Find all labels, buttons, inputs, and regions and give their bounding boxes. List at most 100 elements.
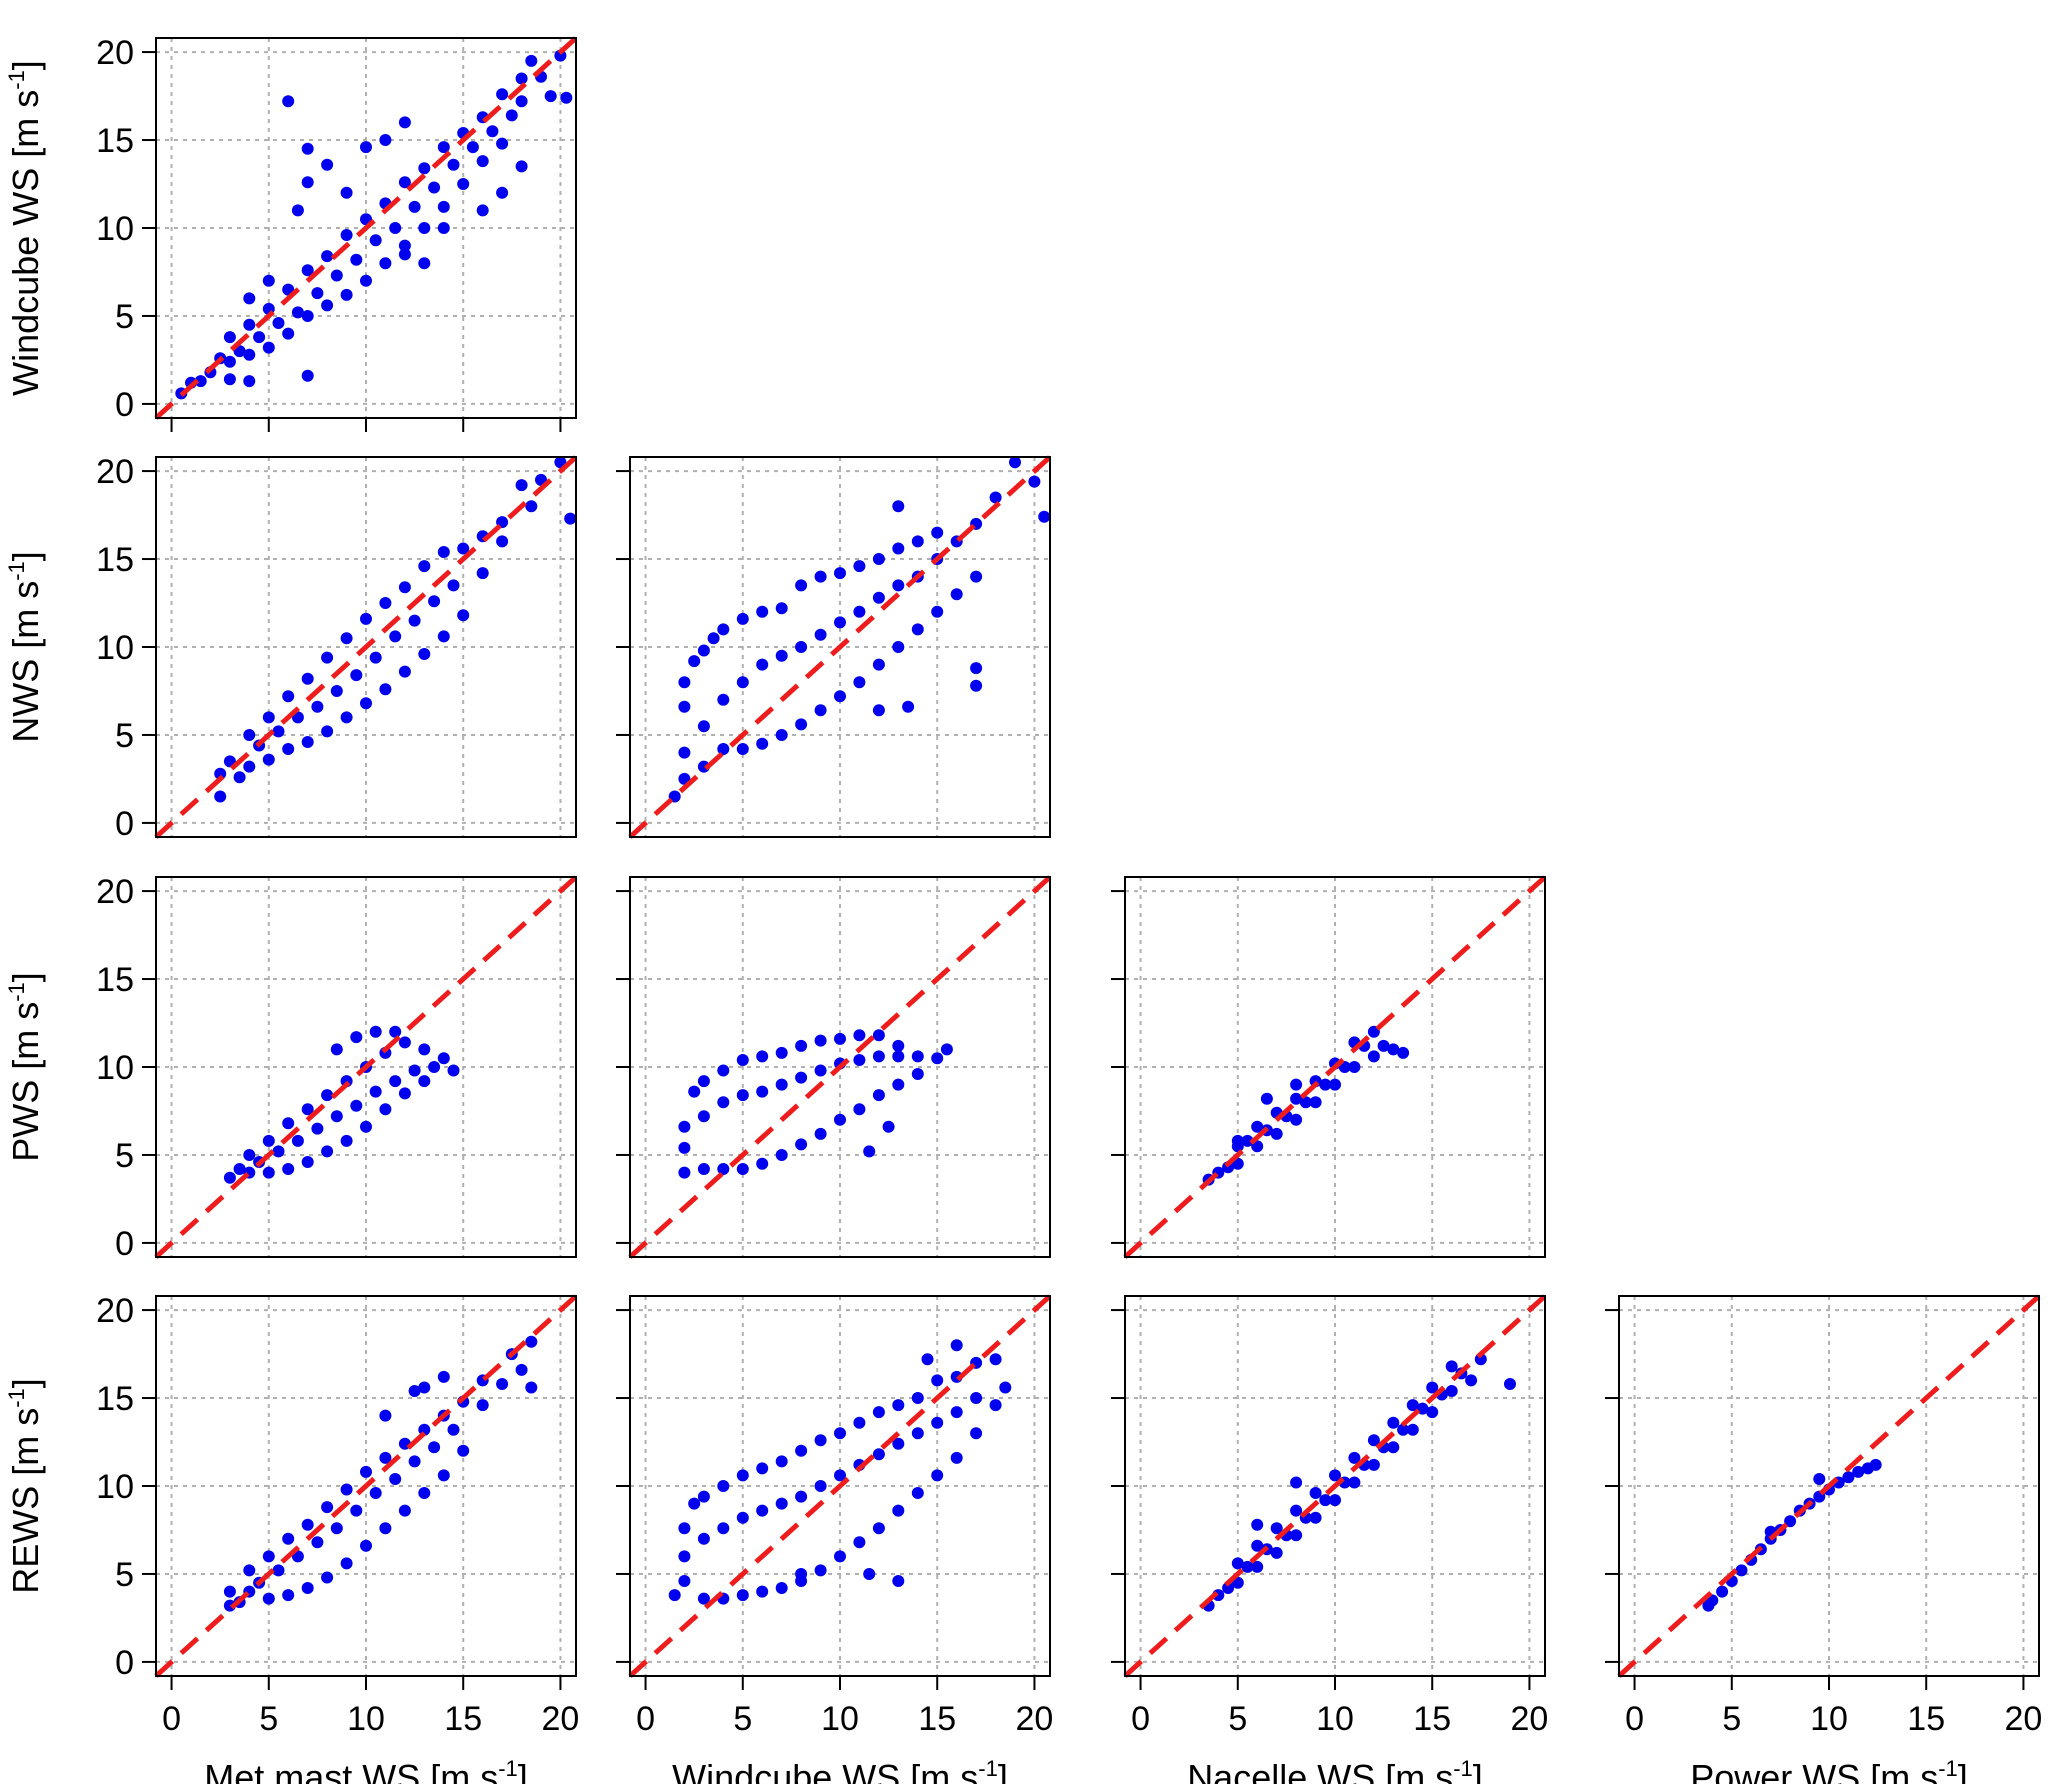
panel-pws-vs-mast [154,875,578,1259]
data-point [262,1592,275,1605]
data-point [291,204,304,217]
data-point [243,292,256,305]
data-point [214,767,227,780]
data-point [736,1469,749,1482]
x-axis-title: Windcube WS [m s-1] [672,1756,1008,1784]
data-point [814,1434,827,1447]
data-point [1241,1560,1254,1573]
data-point [1377,1039,1390,1052]
data-point [437,630,450,643]
data-point [707,632,720,645]
data-point [1290,1113,1303,1126]
data-point [1319,1078,1332,1091]
data-point [697,720,710,733]
data-point [853,1103,866,1116]
data-point [428,181,441,194]
data-point [756,605,769,618]
y-axis-title: PWS [m s-1] [4,972,46,1162]
data-point [476,567,489,580]
data-point [253,331,266,344]
data-point [398,116,411,129]
x-tick-label: 10 [1810,1700,1848,1738]
data-point [853,676,866,689]
data-point [1842,1471,1855,1484]
x-tick-label: 5 [259,1700,278,1738]
data-point [911,1068,924,1080]
x-axis-nacelle: 0 5 10 15 20 Nacelle WS [m s-1] [1131,1676,1548,1784]
data-point [795,1444,808,1457]
data-point [1329,1494,1341,1507]
data-point [931,1052,944,1065]
data-point [1309,1487,1322,1499]
data-point [1348,1476,1361,1489]
data-point [330,1522,343,1535]
data-point [496,88,509,101]
data-point [795,1490,808,1503]
data-point [736,1163,749,1175]
data-point [350,253,363,266]
y-tick-label: 0 [115,805,134,843]
data-point [911,1392,924,1404]
data-point [476,1399,489,1412]
data-point [1397,1046,1410,1059]
data-point [892,542,905,555]
data-point [418,222,431,234]
data-point [437,222,450,234]
data-point [853,1536,866,1549]
panel-rews-vs-windcube [628,1294,1052,1678]
data-point [1445,1385,1458,1397]
data-point [736,1054,749,1066]
data-point [525,1381,538,1394]
data-point [814,704,827,717]
data-point [1367,1025,1380,1038]
data-point [418,1075,431,1088]
data-point [457,178,470,190]
data-point [408,200,421,213]
x-tick-label: 5 [1228,1700,1247,1738]
data-point [872,1406,885,1419]
data-point [1387,1043,1400,1056]
data-point [398,665,411,678]
data-point [717,1064,730,1077]
data-point [736,676,749,689]
data-point [311,700,324,713]
y-axis-nws: 0 5 10 15 20 NWS [m s-1] [4,453,156,843]
data-point [379,1103,392,1116]
data-point [301,369,314,382]
data-point [872,553,885,565]
data-point [223,373,236,386]
data-point [515,160,528,173]
data-point [1397,1423,1410,1436]
data-point [243,318,256,331]
data-point [814,1064,827,1077]
x-tick-label: 15 [1907,1700,1945,1738]
one-to-one-line [154,1294,578,1678]
data-point [1504,1378,1516,1390]
data-point [496,137,509,150]
data-point [262,274,275,287]
data-point [369,234,382,247]
data-point [437,141,450,154]
data-point [688,1085,701,1098]
data-point [931,1374,944,1387]
data-point [1222,1582,1235,1594]
data-point [872,1029,885,1042]
data-point [892,500,905,513]
data-point [1329,1469,1341,1482]
data-point [921,1353,934,1366]
data-point [756,737,769,750]
data-point [872,591,885,604]
data-point [369,1025,382,1038]
data-point [496,1378,509,1390]
data-point [775,1078,788,1091]
data-point [340,632,353,645]
data-point [496,186,509,199]
data-point [428,595,441,608]
data-point [1426,1406,1439,1419]
data-point [428,1441,441,1454]
data-point [892,1575,905,1587]
y-tick-label: 5 [115,298,134,336]
data-point [408,1064,421,1077]
data-point [1387,1441,1400,1454]
data-point [447,158,460,171]
